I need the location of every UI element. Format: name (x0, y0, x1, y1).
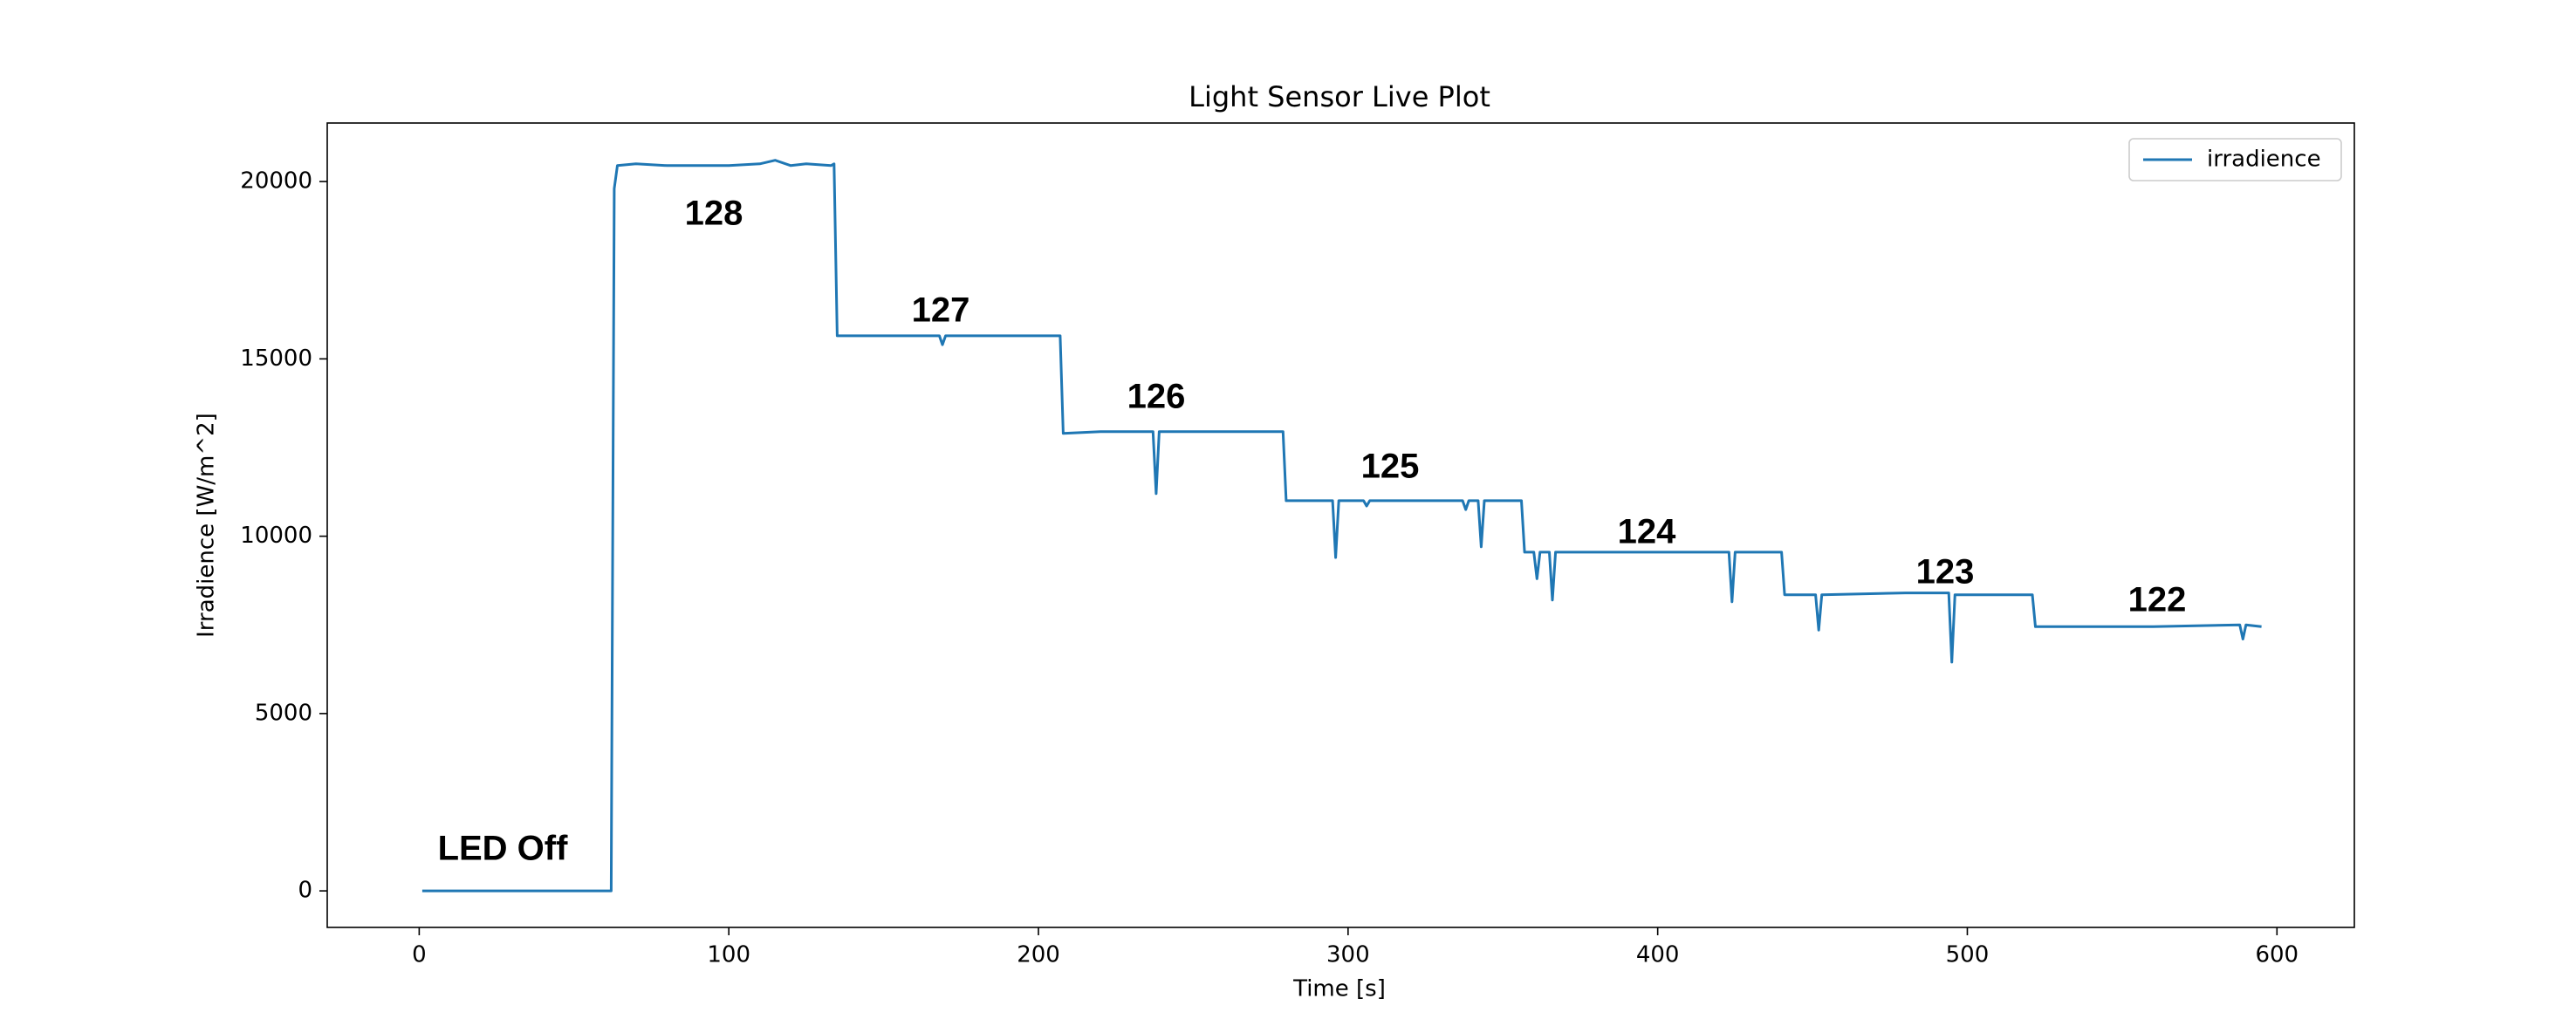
annotation: 122 (2128, 581, 2187, 619)
y-tick-label: 5000 (255, 700, 312, 726)
x-axis-label: Time [s] (1292, 976, 1386, 1002)
y-axis-label: Irradience [W/m^2] (194, 413, 220, 638)
y-tick-label: 15000 (240, 345, 312, 372)
annotation: 123 (1916, 553, 1975, 592)
x-tick-label: 500 (1946, 942, 1990, 968)
annotation: 125 (1361, 448, 1420, 486)
y-tick-label: 20000 (240, 168, 312, 195)
x-tick-label: 200 (1017, 942, 1060, 968)
plot-frame (326, 122, 2355, 928)
x-tick-label: 600 (2255, 942, 2299, 968)
x-tick-label: 100 (707, 942, 750, 968)
annotation: 127 (912, 291, 970, 330)
y-tick-label: 0 (298, 878, 312, 904)
y-tick-label: 10000 (240, 523, 312, 549)
legend-label: irradience (2207, 147, 2321, 173)
annotation: 126 (1127, 378, 1186, 416)
line-series (421, 159, 2262, 893)
x-tick-label: 400 (1636, 942, 1680, 968)
annotation: LED Off (438, 830, 569, 868)
x-tick-label: 300 (1326, 942, 1370, 968)
annotation: 128 (685, 195, 743, 233)
chart-title: Light Sensor Live Plot (1189, 80, 1490, 113)
x-tick-label: 0 (412, 942, 427, 968)
legend-box (2128, 138, 2342, 181)
annotation: 124 (1618, 513, 1676, 551)
